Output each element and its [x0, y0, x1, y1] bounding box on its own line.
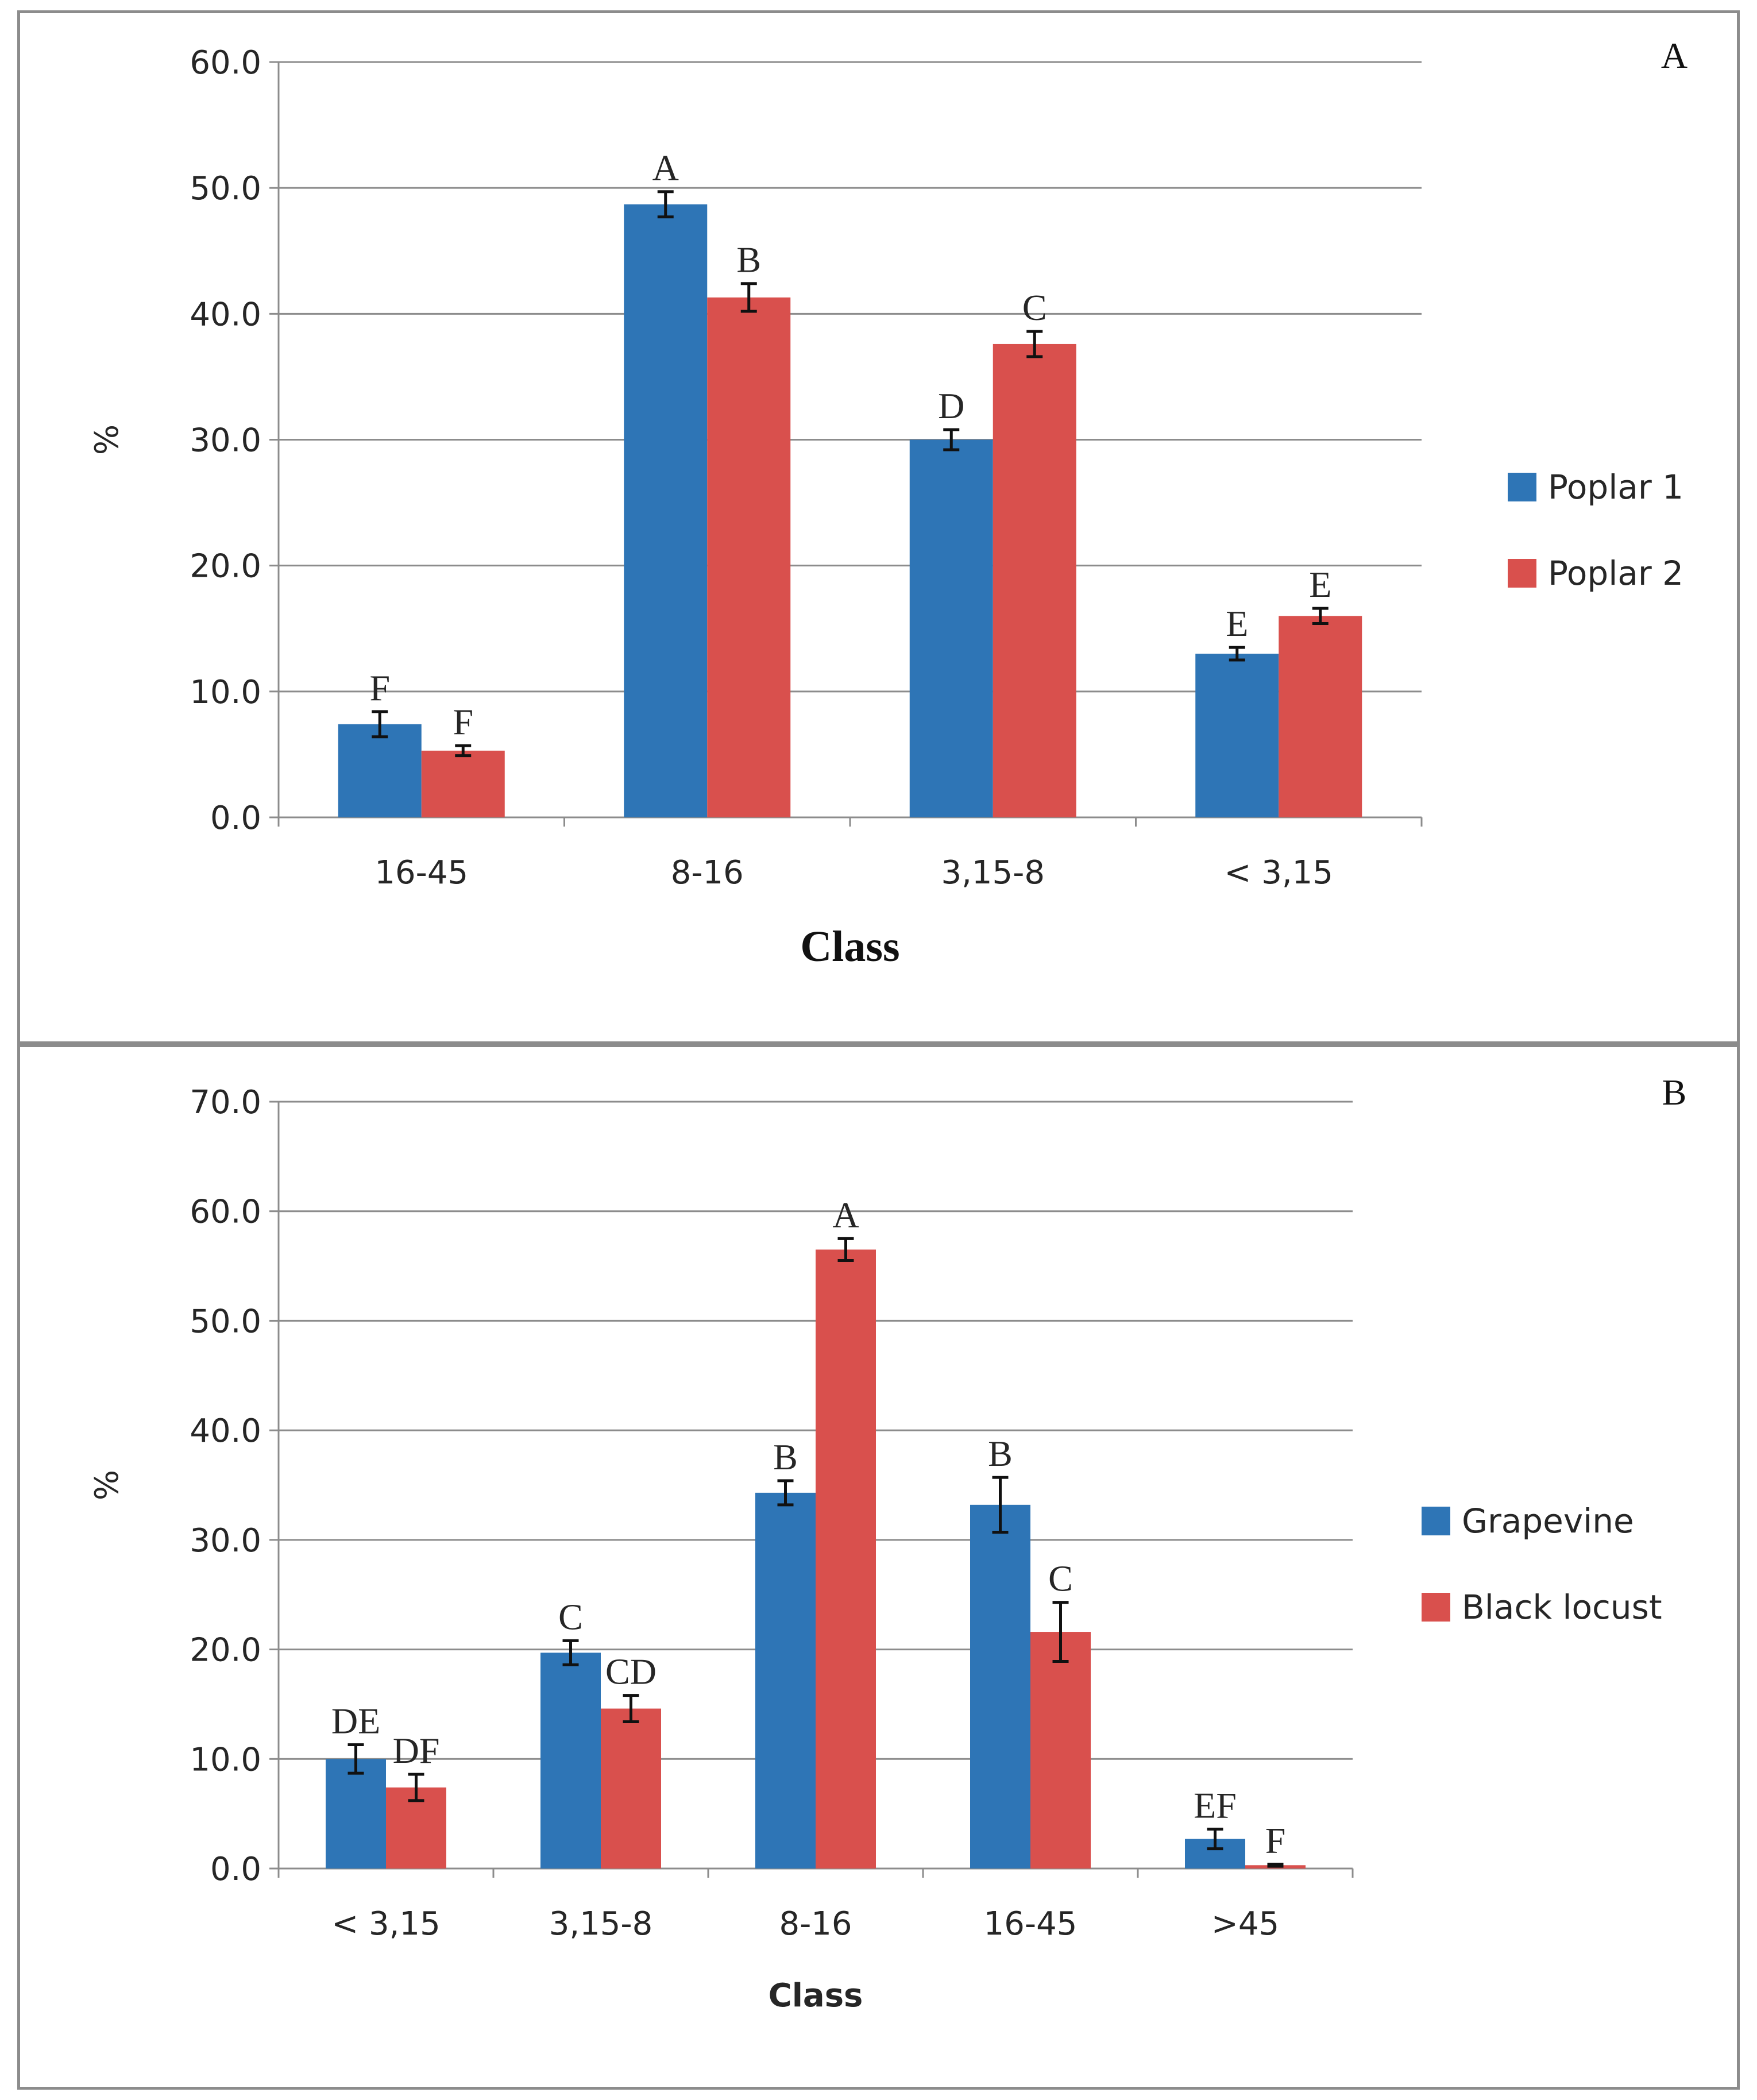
chart-a-significance-letter: D — [938, 385, 964, 426]
chart-a-legend-swatch — [1508, 559, 1536, 588]
chart-b-significance-letter: C — [558, 1596, 583, 1637]
chart-a-y-tick-label: 0.0 — [210, 800, 261, 837]
chart-a-bar-poplar-2 — [1279, 616, 1362, 817]
chart-a-y-tick-label: 50.0 — [190, 170, 261, 207]
chart-a-significance-letter: F — [453, 701, 473, 742]
chart-b-y-tick-label: 0.0 — [210, 1851, 261, 1888]
chart-a-significance-letter: F — [369, 667, 390, 708]
chart-a-significance-letter: E — [1226, 603, 1248, 644]
chart-a-bar-poplar-1 — [624, 204, 708, 817]
chart-b-category-label: 8-16 — [779, 1905, 852, 1943]
chart-a-category-label: < 3,15 — [1225, 854, 1333, 891]
chart-a-y-tick-label: 20.0 — [190, 548, 261, 585]
chart-b-y-tick-label: 60.0 — [190, 1194, 261, 1231]
chart-a-bar-poplar-2 — [707, 297, 791, 817]
chart-b-bar-grapevine — [970, 1504, 1030, 1869]
chart-b-y-tick-label: 30.0 — [190, 1522, 261, 1559]
chart-panel-a: 0.0 10.0 20.0 30.0 40.0 50.0 60.0 16-45 F F 8-16 A B… — [17, 10, 1740, 1044]
chart-b-category-label: < 3,15 — [331, 1905, 440, 1943]
chart-b-y-tick-label: 40.0 — [190, 1412, 261, 1450]
chart-a-category-label: 8-16 — [671, 854, 744, 891]
chart-b-x-axis-title: Class — [769, 1977, 863, 2014]
chart-a-y-tick-label: 40.0 — [190, 296, 261, 333]
chart-a-bar-poplar-1 — [1195, 654, 1279, 817]
chart-b-significance-letter: CD — [605, 1651, 657, 1692]
chart-b-category-label: >45 — [1211, 1905, 1279, 1943]
chart-a-significance-letter: B — [736, 240, 761, 280]
chart-b-significance-letter: DF — [393, 1730, 440, 1771]
chart-b-bar-grapevine — [326, 1759, 386, 1869]
chart-b-y-axis-title: % — [88, 1470, 126, 1500]
chart-a-significance-letter: E — [1309, 564, 1331, 605]
chart-panel-b: 0.0 10.0 20.0 30.0 40.0 50.0 60.0 70.0 < 3,15 DE D… — [17, 1044, 1740, 2090]
chart-a-significance-letter: A — [652, 148, 679, 188]
chart-a-bar-poplar-1 — [338, 724, 422, 817]
chart-a-x-axis-title: Class — [800, 922, 899, 971]
chart-a-bar-poplar-2 — [421, 750, 505, 817]
chart-b-significance-letter: EF — [1194, 1785, 1237, 1825]
chart-b-panel-label: B — [1662, 1072, 1687, 1113]
chart-a-bar-poplar-2 — [993, 343, 1076, 817]
chart-b-significance-letter: C — [1048, 1558, 1073, 1599]
chart-a-y-tick-label: 30.0 — [190, 422, 261, 460]
chart-b-legend-label: Black locust — [1462, 1588, 1662, 1627]
chart-a-bar-poplar-1 — [909, 439, 993, 817]
chart-a-panel-label: A — [1661, 35, 1688, 76]
chart-b-significance-letter: B — [773, 1437, 798, 1477]
chart-a-y-axis-title: % — [88, 424, 126, 455]
chart-b-svg: 0.0 10.0 20.0 30.0 40.0 50.0 60.0 70.0 < 3,15 DE D… — [88, 1072, 1687, 2014]
chart-b-bar-black-locust — [816, 1249, 876, 1869]
chart-b-y-tick-label: 70.0 — [190, 1084, 261, 1121]
chart-b-significance-letter: DE — [331, 1700, 380, 1741]
chart-b-legend-swatch — [1422, 1507, 1450, 1535]
chart-b-y-tick-label: 20.0 — [190, 1632, 261, 1669]
chart-a-legend-label: Poplar 1 — [1548, 468, 1683, 507]
chart-b-legend-label: Grapevine — [1462, 1501, 1634, 1541]
chart-a-category-label: 3,15-8 — [941, 854, 1045, 891]
chart-a-y-tick-label: 10.0 — [190, 674, 261, 711]
chart-a-legend-label: Poplar 2 — [1548, 554, 1683, 593]
chart-b-bar-grapevine — [755, 1492, 816, 1869]
chart-b-legend-swatch — [1422, 1593, 1450, 1622]
chart-a-category-label: 16-45 — [374, 854, 468, 891]
chart-b-significance-letter: B — [988, 1433, 1013, 1474]
chart-b-y-tick-label: 50.0 — [190, 1303, 261, 1340]
chart-b-y-tick-label: 10.0 — [190, 1741, 261, 1778]
chart-b-bar-black-locust — [601, 1708, 661, 1869]
chart-b-significance-letter: F — [1265, 1820, 1286, 1860]
chart-b-category-label: 16-45 — [984, 1905, 1078, 1943]
chart-a-significance-letter: C — [1022, 287, 1047, 328]
chart-b-bar-black-locust — [1030, 1632, 1091, 1869]
chart-b-bar-grapevine — [540, 1653, 601, 1869]
chart-a-y-tick-label: 60.0 — [190, 44, 261, 82]
chart-a-svg: 0.0 10.0 20.0 30.0 40.0 50.0 60.0 16-45 F F 8-16 A B… — [88, 35, 1688, 971]
chart-b-significance-letter: A — [832, 1194, 859, 1235]
chart-a-legend-swatch — [1508, 473, 1536, 501]
chart-b-category-label: 3,15-8 — [549, 1905, 653, 1943]
